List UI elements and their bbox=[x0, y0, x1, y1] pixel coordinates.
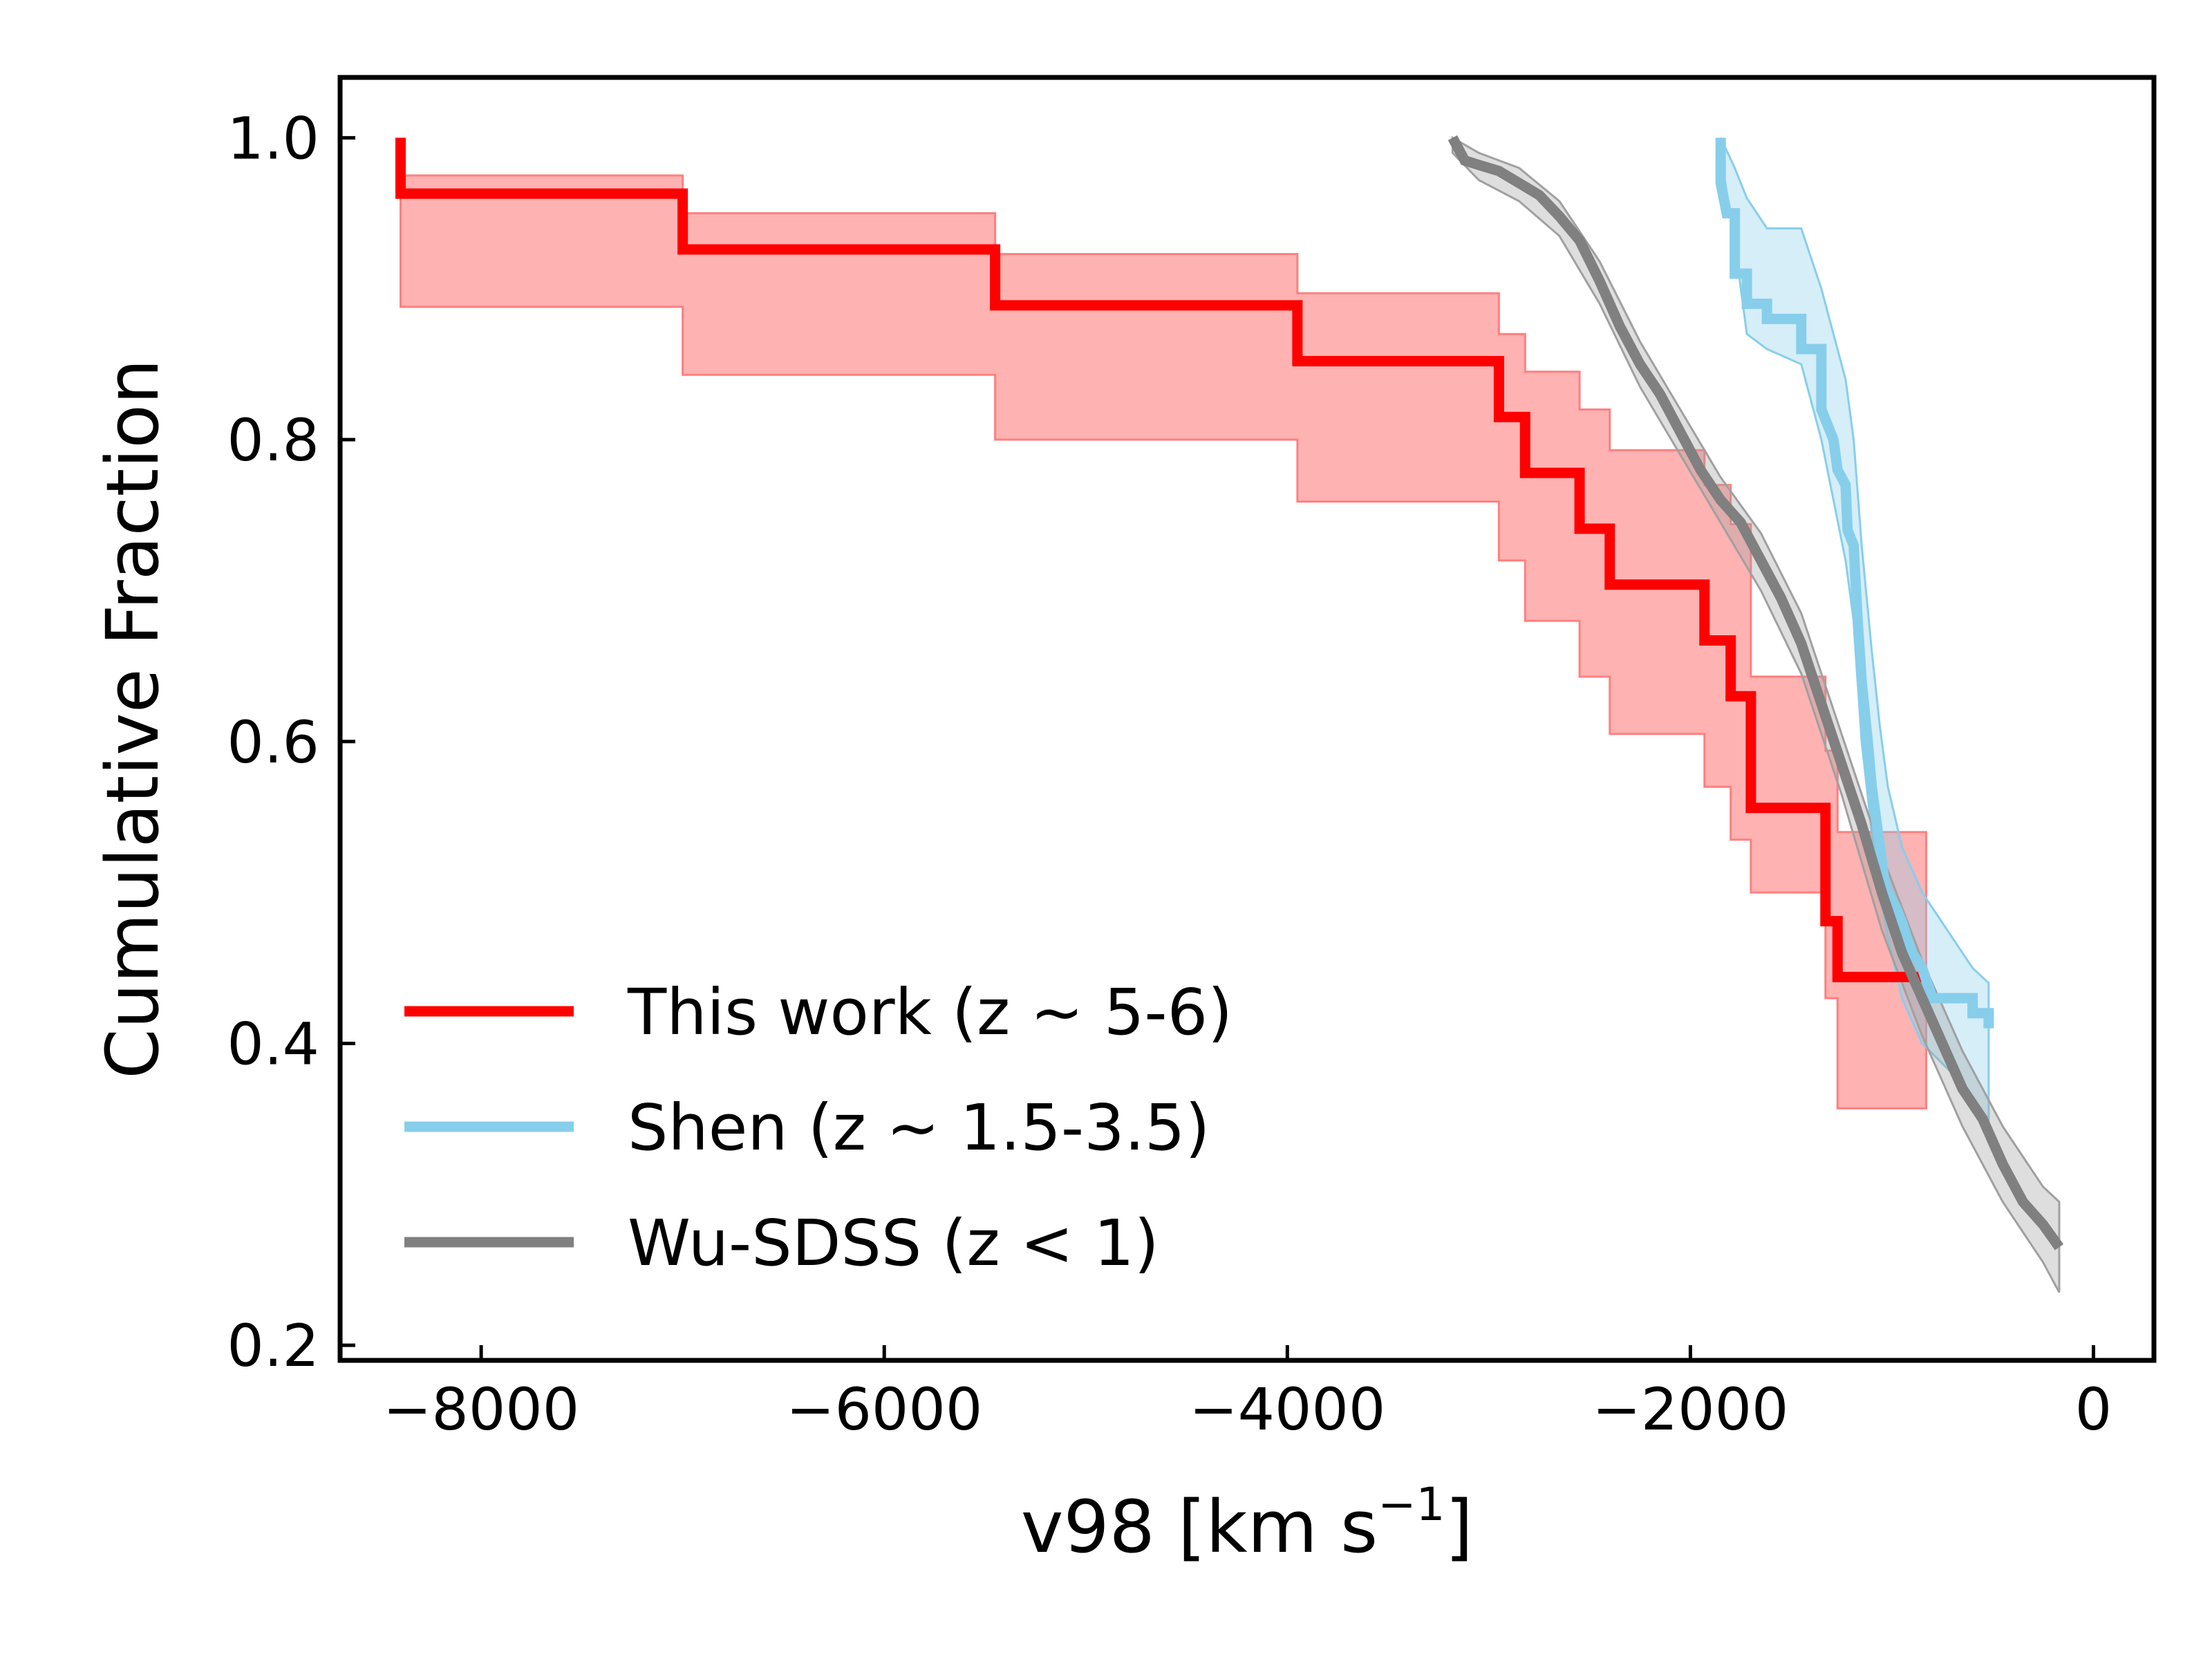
series-3-band bbox=[1451, 135, 2061, 1293]
series-1-line bbox=[395, 138, 1927, 982]
x-axis-ticks: −8000 −6000 −4000 −2000 0 bbox=[383, 1345, 2112, 1443]
x-tick-label: 0 bbox=[2075, 1376, 2112, 1443]
series-1-legend-label: This work (z ∼ 5-6) bbox=[627, 975, 1232, 1049]
series-2-line bbox=[1715, 138, 1994, 1029]
y-tick-label: 0.6 bbox=[227, 709, 319, 776]
series-1-band bbox=[400, 174, 1927, 1109]
y-tick-label: 0.8 bbox=[227, 406, 319, 474]
series-3-line bbox=[1447, 135, 2064, 1250]
x-tick-label: −8000 bbox=[383, 1376, 579, 1443]
plot-frame bbox=[337, 75, 2157, 1363]
y-tick-label: 0.4 bbox=[227, 1010, 319, 1078]
y-tick-label: 1.0 bbox=[227, 104, 319, 172]
series-2-legend-label: Shen (z ∼ 1.5-3.5) bbox=[628, 1091, 1210, 1165]
x-tick-label: −6000 bbox=[786, 1376, 982, 1443]
y-tick-label: 0.2 bbox=[227, 1312, 319, 1380]
series-lines bbox=[395, 135, 2064, 1250]
x-tick-label: −2000 bbox=[1592, 1376, 1788, 1443]
y-axis-ticks: 0.2 0.4 0.6 0.8 1.0 bbox=[227, 104, 355, 1380]
x-axis-title: v98 [km s−1] bbox=[1021, 1478, 1473, 1569]
series-3-legend-label: Wu-SDSS (z < 1) bbox=[628, 1206, 1159, 1280]
legend: This work (z ∼ 5-6) Shen (z ∼ 1.5-3.5) Wu-… bbox=[404, 975, 1232, 1280]
y-axis-title: Cumulative Fraction bbox=[91, 359, 175, 1079]
x-tick-label: −4000 bbox=[1189, 1376, 1385, 1443]
